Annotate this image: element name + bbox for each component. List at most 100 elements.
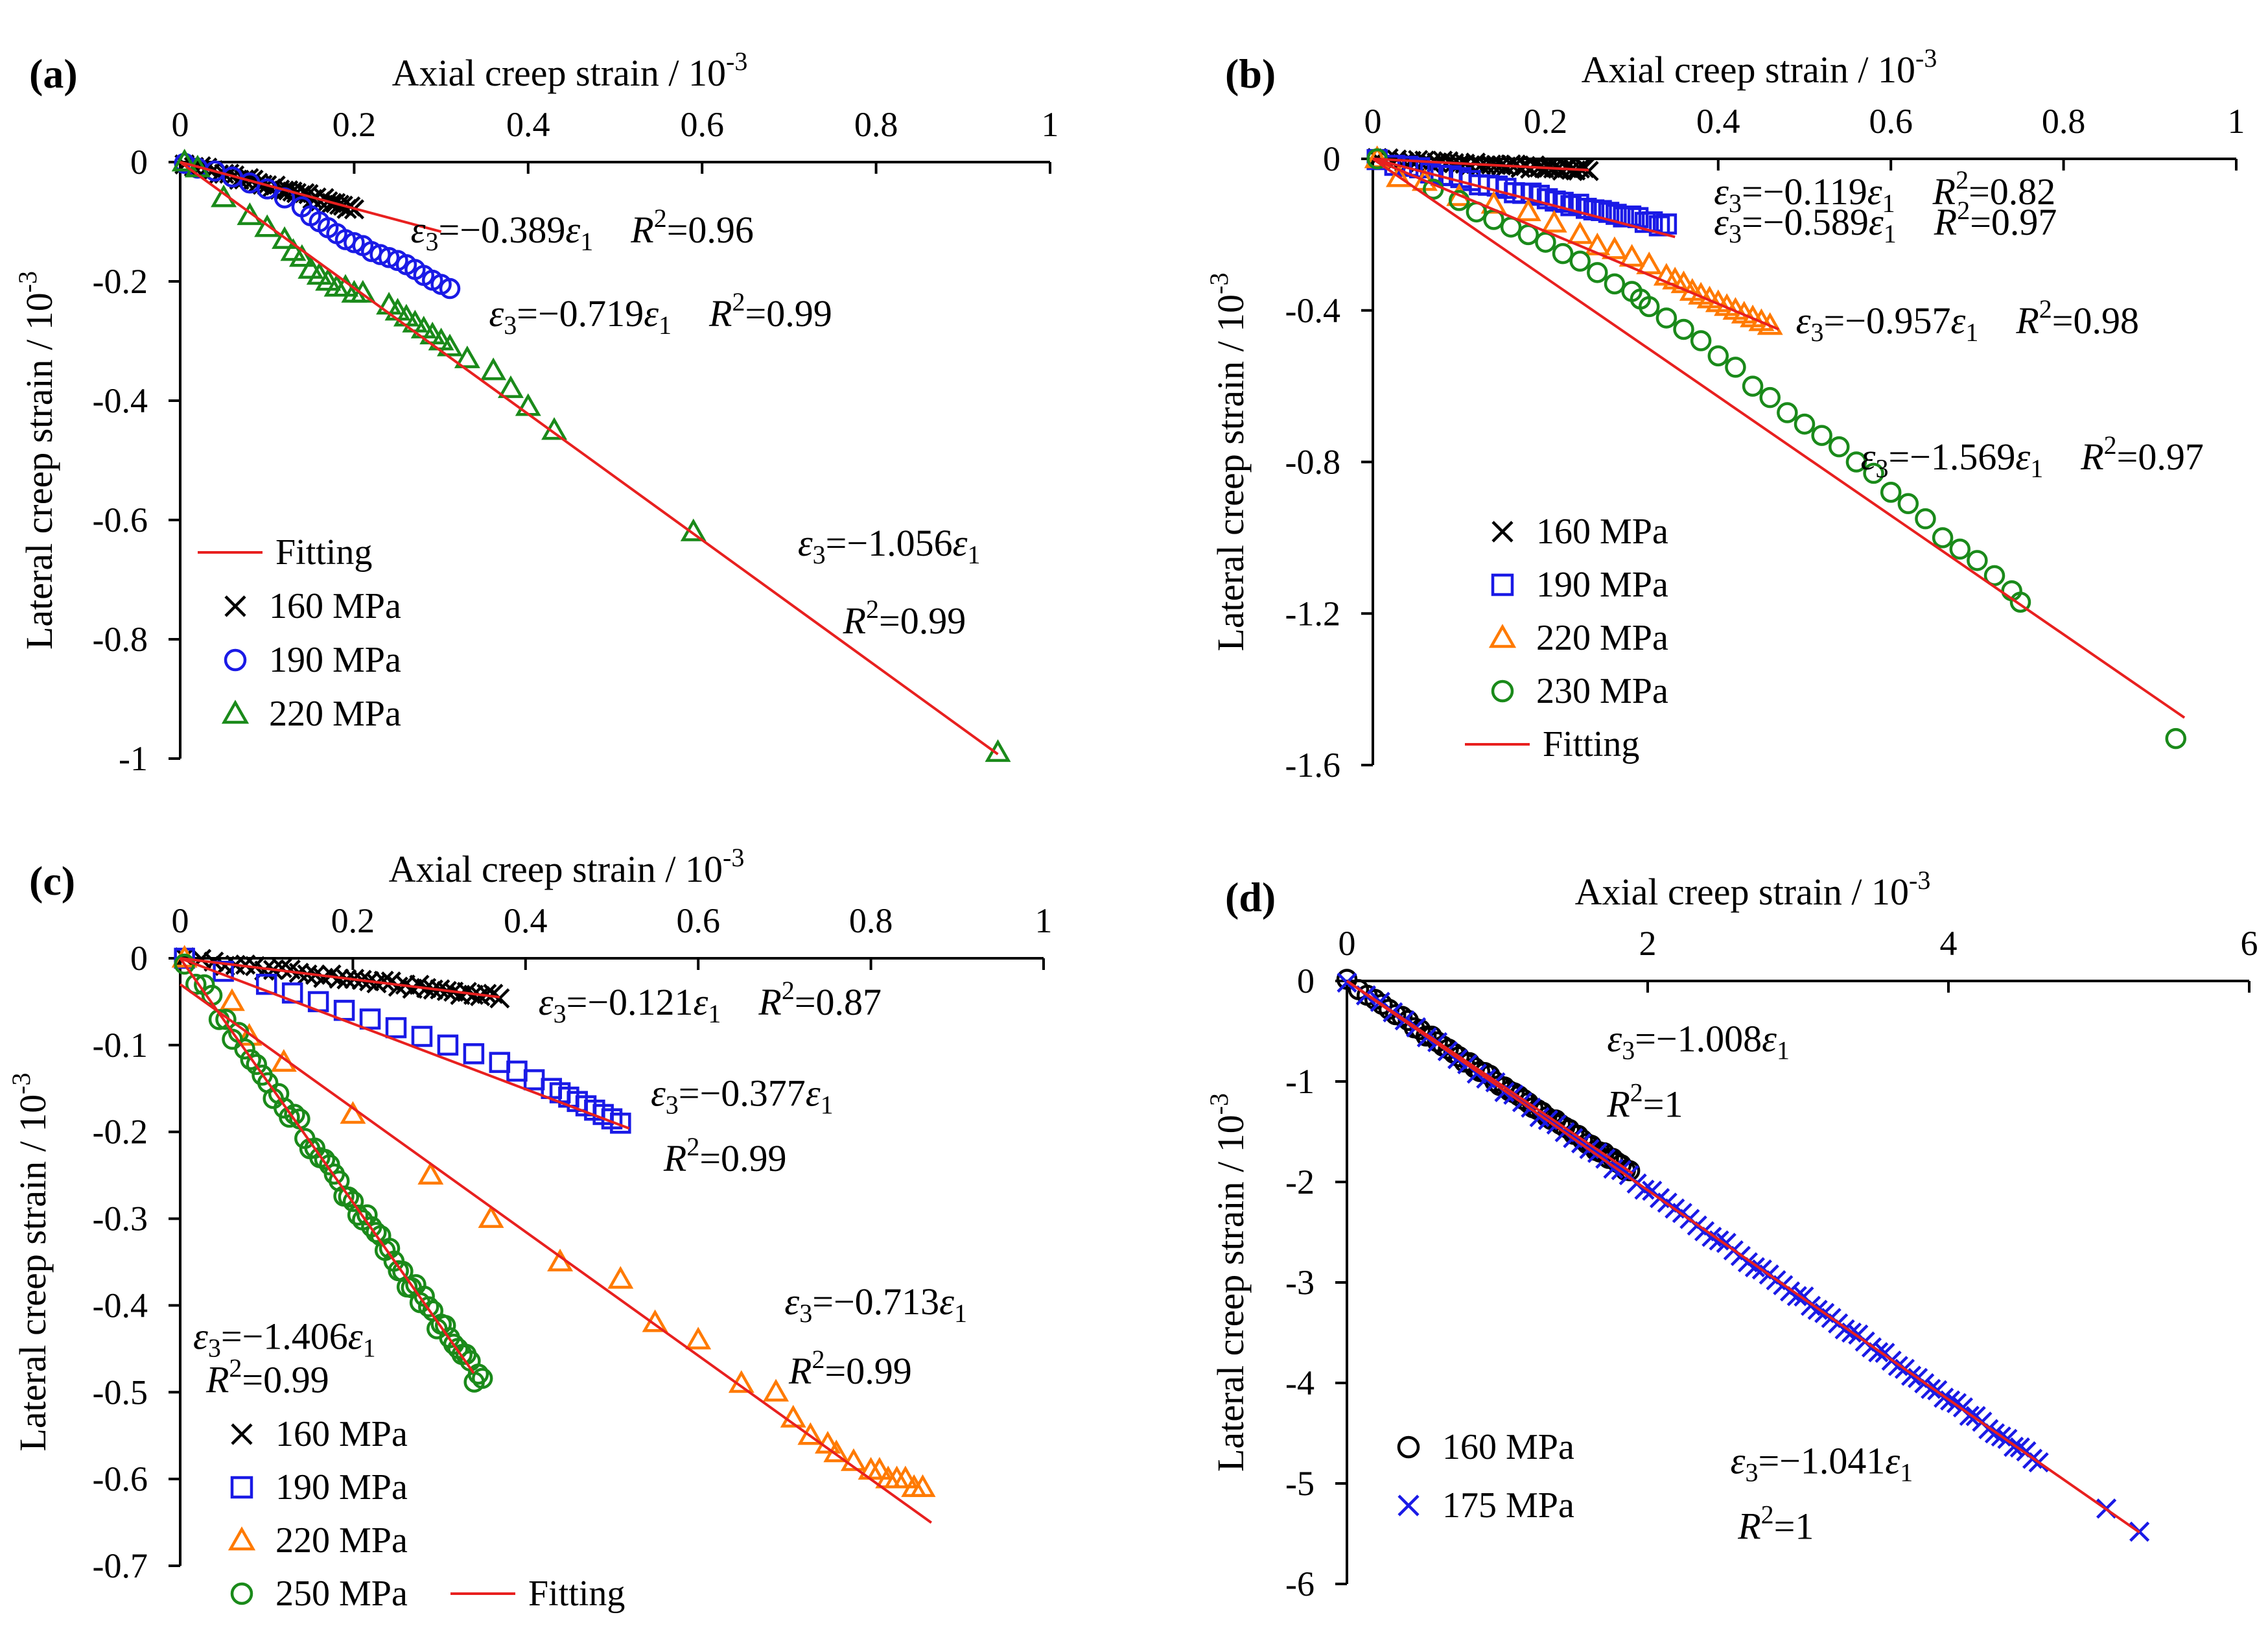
data-point-stroke (174, 947, 195, 968)
legend-marker-swatch-stroke (1491, 521, 1514, 543)
data-point (1949, 538, 1971, 560)
y-tick-label: -1 (1285, 1062, 1315, 1101)
x-tick-label: 0.2 (331, 901, 375, 940)
legend-label: 190 MPa (1536, 565, 1668, 605)
data-point (985, 739, 1011, 762)
data-point (1673, 318, 1694, 340)
legend-label: 160 MPa (275, 1414, 408, 1454)
data-point-stroke (1603, 1158, 1624, 1179)
fitting-line (180, 161, 442, 233)
legend-label: 230 MPa (1536, 671, 1668, 711)
fit-equation-label: ε3=−0.719ε1 R2=0.99 (489, 287, 832, 340)
x-tick-label: 1 (1035, 901, 1053, 940)
legend-label: 250 MPa (275, 1574, 408, 1614)
data-point (497, 375, 524, 398)
legend-label: 190 MPa (275, 1467, 408, 1507)
data-point (1480, 191, 1507, 214)
data-point (255, 973, 277, 995)
y-tick-label: 0 (1323, 139, 1340, 178)
x-tick-label: 2 (1639, 924, 1657, 963)
data-point (1915, 508, 1936, 530)
x-tick-label: 0.8 (854, 105, 898, 144)
data-point (171, 148, 198, 172)
x-axis-title: Axial creep strain / 10-3 (1582, 43, 1937, 91)
legend-item: 220 MPa (1488, 618, 1668, 658)
data-point (780, 1404, 806, 1428)
data-point-stroke (2004, 1436, 2024, 1458)
legend-item: 160 MPa (1491, 512, 1668, 552)
legend-marker-swatch (1491, 573, 1514, 596)
y-tick-label: -0.4 (1285, 291, 1340, 330)
data-point-stroke (235, 954, 256, 975)
data-point (1578, 161, 1599, 182)
series-190-mpa (174, 947, 631, 1134)
legend-label: 190 MPa (269, 640, 401, 680)
legend-marker-swatch (1488, 624, 1517, 648)
data-point (342, 1190, 364, 1212)
panel-a: (a) 0 0.2 0.4 0.6 0.8 1 0 -0.2 -0.4 -0.6 -0.8 -1 Axia… (13, 47, 1059, 778)
x-tick-label: 0.6 (680, 105, 724, 144)
data-point (1337, 972, 1357, 993)
data-point-stroke (1921, 1378, 1941, 1399)
legend-marker-swatch (224, 648, 247, 672)
data-point (1604, 273, 1626, 295)
fit-equation-label: R2=0.99 (843, 595, 966, 642)
data-point (454, 345, 480, 368)
data-point (1777, 402, 1798, 423)
data-point-stroke (280, 959, 301, 980)
data-point (1541, 209, 1567, 233)
x-tick-label: 0.6 (1869, 102, 1913, 141)
data-point (359, 1008, 381, 1030)
y-tick-label: -0.1 (93, 1026, 148, 1065)
y-tick-label: 0 (1297, 962, 1315, 1000)
fitting-line (179, 957, 475, 1375)
y-tick-label: -1.6 (1285, 746, 1340, 785)
data-point (797, 1422, 824, 1445)
legend-label: 220 MPa (269, 694, 401, 734)
legend-item: 220 MPa (228, 1520, 408, 1561)
y-tick-label: -0.8 (93, 620, 148, 659)
legend-label: Fitting (275, 532, 372, 573)
legend-item: Fitting (198, 532, 372, 573)
legend-label: 175 MPa (1442, 1485, 1574, 1526)
legend-label: Fitting (528, 1574, 625, 1614)
data-point-stroke (1701, 1227, 1722, 1247)
data-point (314, 1148, 336, 1170)
data-point (437, 333, 463, 357)
data-point (417, 1296, 439, 1317)
fitting-line (1372, 158, 1589, 172)
legend-item: 190 MPa (230, 1467, 408, 1507)
data-point (344, 231, 365, 254)
legend-item: 160 MPa (1397, 1427, 1574, 1467)
data-point (1569, 250, 1591, 272)
data-point (642, 1309, 668, 1332)
legend-label: 160 MPa (269, 586, 401, 626)
data-point (185, 973, 207, 995)
fit-equation-label: R2=1 (1606, 1078, 1683, 1125)
data-point-stroke (1868, 1342, 1889, 1363)
series-220-mpa (171, 945, 936, 1497)
data-point-stroke (1578, 161, 1599, 182)
data-point (489, 988, 510, 1009)
panel-label: (c) (29, 858, 75, 904)
data-point-stroke (470, 986, 491, 1006)
x-tick-label: 0.4 (506, 105, 550, 144)
data-point (211, 184, 237, 207)
data-point (1648, 215, 1670, 237)
data-point (680, 518, 707, 541)
data-point (1385, 164, 1412, 187)
data-point (1587, 262, 1608, 283)
data-point (1655, 213, 1678, 235)
legend: Fitting 160 MPa 190 MPa 220 MPa (198, 532, 401, 734)
fit-equation-label: R2=0.99 (663, 1132, 787, 1179)
data-point-stroke (1834, 1319, 1855, 1340)
x-tick-label: 0.4 (504, 901, 548, 940)
fit-equation-label: ε3=−1.056ε1 (798, 522, 1000, 569)
x-tick-label: 0.8 (2042, 102, 2086, 141)
data-point (288, 244, 315, 267)
data-point (215, 1008, 237, 1030)
legend-label: 160 MPa (1536, 512, 1668, 552)
data-point (240, 1049, 262, 1070)
x-tick-label: 6 (2241, 924, 2258, 963)
